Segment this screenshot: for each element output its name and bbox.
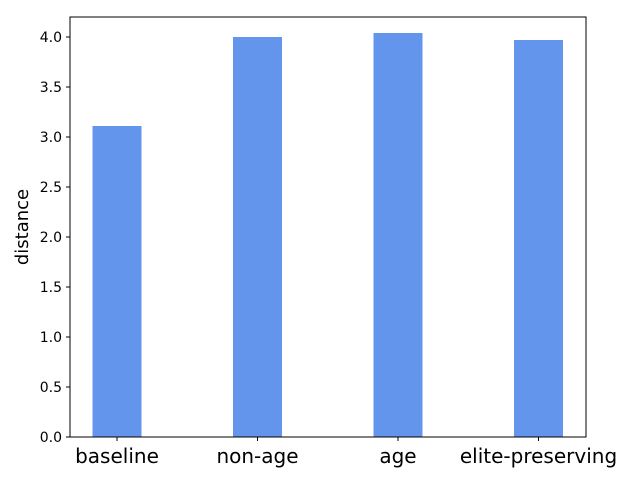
y-tick-label: 2.5 (40, 180, 62, 196)
x-tick-label: baseline (75, 444, 159, 468)
bar-elite-preserving (514, 40, 563, 437)
y-tick-label: 3.5 (40, 80, 62, 96)
x-tick-label: non-age (216, 444, 298, 468)
y-tick-label: 0.0 (40, 430, 62, 446)
y-tick-label: 4.0 (40, 30, 62, 46)
bar-baseline (92, 126, 142, 437)
y-tick-label: 1.0 (40, 330, 62, 346)
y-tick-label: 2.0 (40, 230, 62, 246)
y-axis-label: distance (12, 189, 33, 265)
y-tick-label: 0.5 (40, 380, 62, 396)
x-tick-label: age (379, 444, 416, 468)
x-tick-label: elite-preserving (460, 444, 617, 468)
bar-age (373, 33, 423, 437)
y-axis: 0.0 0.5 1.0 1.5 2.0 2.5 3.0 3.5 4.0 (40, 30, 70, 446)
y-tick-label: 3.0 (40, 130, 62, 146)
bars-group (92, 33, 563, 437)
bar-non-age (233, 37, 282, 437)
x-axis: baseline non-age age elite-preserving (75, 437, 617, 468)
y-tick-label: 1.5 (40, 280, 62, 296)
plot-frame (69, 16, 587, 438)
